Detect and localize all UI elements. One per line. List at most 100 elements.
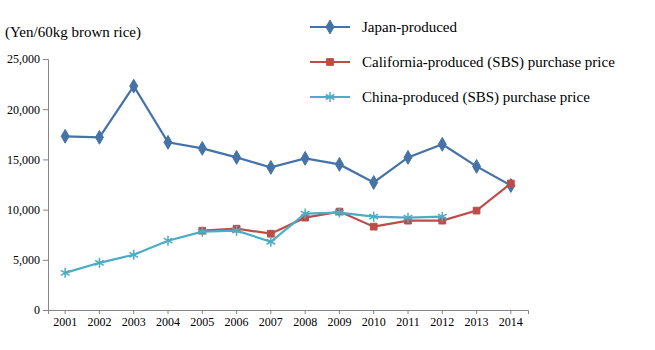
x-tick: 2011 [396,310,420,329]
legend-marker [327,59,334,66]
x-tick: 2005 [190,310,214,329]
x-tick-label: 2011 [396,315,420,329]
y-tick-mark [43,210,48,211]
series-marker [438,137,446,151]
y-tick-mark [43,59,48,60]
x-tick-label: 2003 [122,315,146,329]
y-tick-label: 15,000 [7,153,40,167]
plot-area [61,79,515,278]
y-tick-mark [43,260,48,261]
y-tick: 5,000 [13,253,48,267]
series-line [202,183,511,233]
x-tick: 2002 [87,310,111,329]
x-tick-mark [408,310,409,314]
x-tick-mark [270,310,271,314]
legend-item: California-produced (SBS) purchase price [310,54,615,71]
x-tick: 2009 [327,310,351,329]
x-tick-label: 2001 [53,315,77,329]
series-marker [507,179,515,193]
y-tick-label: 5,000 [13,253,40,267]
legend-label: Japan-produced [362,19,457,35]
y-tick-label: 10,000 [7,203,40,217]
x-tick-mark [510,310,511,314]
series-marker [473,160,481,174]
series-marker [267,237,276,247]
legend-label: California-produced (SBS) purchase price [362,54,615,71]
x-tick: 2013 [465,310,489,329]
series-marker [232,226,241,236]
y-tick-label: 25,000 [7,52,40,66]
x-tick: 2004 [156,310,180,329]
chart: 0 5,000 10,000 15,000 20,000 25,000 2001 2002 20… [0,0,655,350]
y-tick-mark [43,310,48,311]
series-marker [61,129,69,143]
x-tick: 2008 [293,310,317,329]
x-axis-line [49,311,529,315]
series-marker [95,130,103,144]
y-tick: 0 [34,303,48,317]
series-marker [61,268,70,278]
x-tick-label: 2008 [293,315,317,329]
series-marker [267,161,275,175]
x-tick-mark [339,310,340,314]
series-marker [198,141,206,155]
series-marker [473,207,480,214]
x-tick-label: 2005 [190,315,214,329]
y-tick: 15,000 [7,153,48,167]
x-tick-label: 2007 [259,315,283,329]
series-marker [164,135,172,149]
x-tick: 2007 [259,310,283,329]
x-tick-label: 2013 [465,315,489,329]
x-tick-mark [373,310,374,314]
y-tick-label: 20,000 [7,103,40,117]
series-line [65,213,442,273]
x-tick-mark [99,310,100,314]
x-tick-mark [202,310,203,314]
series-marker [95,258,104,268]
legend-marker [326,20,334,34]
x-tick: 2012 [430,310,454,329]
series-marker [335,158,343,172]
series-marker [508,180,515,187]
series-marker [404,213,413,223]
x-tick-mark [236,310,237,314]
series-marker [301,209,310,219]
legend: Japan-produced California-produced (SBS) … [310,19,615,106]
series-marker [233,150,241,164]
x-tick-label: 2009 [327,315,351,329]
y-tick: 10,000 [7,203,48,217]
series-marker [335,208,344,218]
series-marker [301,151,309,165]
y-axis-title: (Yen/60kg brown rice) [5,24,141,41]
x-tick: 2010 [362,310,386,329]
series-marker [404,150,412,164]
y-axis-line [43,60,49,311]
x-tick-mark [65,310,66,314]
y-axis: 0 5,000 10,000 15,000 20,000 25,000 [7,52,49,317]
x-tick-label: 2014 [499,315,523,329]
x-tick-mark [168,310,169,314]
y-tick: 25,000 [7,52,48,66]
series-marker [438,212,447,222]
x-tick-label: 2002 [87,315,111,329]
series-marker [268,230,275,237]
x-tick: 2006 [225,310,249,329]
x-tick-label: 2004 [156,315,180,329]
x-tick-mark [305,310,306,314]
x-tick-label: 2006 [225,315,249,329]
y-tick-label: 0 [34,303,40,317]
series-marker [369,212,378,222]
legend-item: Japan-produced [310,19,457,35]
y-tick: 20,000 [7,103,48,117]
x-tick: 2001 [53,310,77,329]
series-marker [198,227,207,237]
x-tick-mark [133,310,134,314]
series-marker [370,223,377,230]
y-tick-mark [43,159,48,160]
x-tick: 2014 [499,310,523,329]
x-tick-mark [442,310,443,314]
series-marker [129,250,138,260]
x-tick: 2003 [122,310,146,329]
series-marker [164,236,173,246]
y-tick-mark [43,109,48,110]
